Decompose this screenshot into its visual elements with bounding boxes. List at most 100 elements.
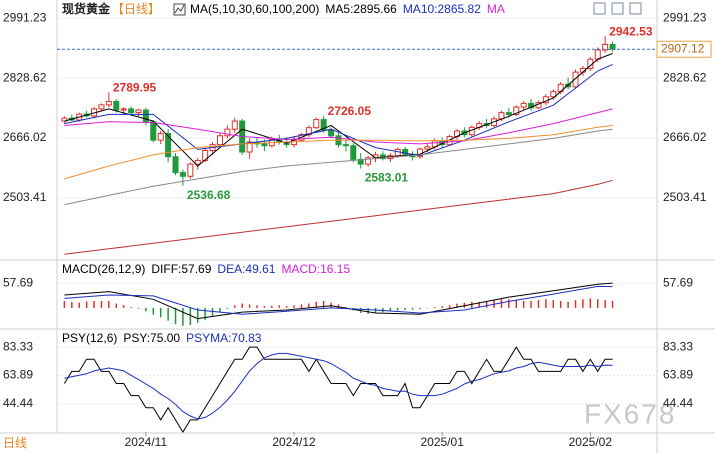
y-tick-label: 83.33 xyxy=(3,339,33,353)
macd-bar xyxy=(434,307,436,308)
macd-bar xyxy=(574,300,577,308)
macd-bar xyxy=(508,299,510,308)
candle-body xyxy=(172,156,179,174)
x-tick-label: 2025/01 xyxy=(420,435,464,449)
macd-bar xyxy=(234,305,236,308)
candle-body xyxy=(187,163,194,177)
macd-bar xyxy=(271,305,273,308)
candle-body xyxy=(261,143,268,147)
series-line xyxy=(64,53,613,167)
candle-body xyxy=(365,157,372,165)
chart-title: 现货黄金 xyxy=(62,1,111,16)
x-tick-label: 2025/02 xyxy=(569,435,613,449)
y-tick-label: 2666.02 xyxy=(3,130,47,144)
macd-bar xyxy=(130,307,132,308)
macd-bar xyxy=(204,307,206,320)
toolbar-button[interactable] xyxy=(629,2,642,15)
y-tick-label-right: 44.44 xyxy=(663,396,693,410)
annotation: 2726.05 xyxy=(328,104,372,118)
macd-bar xyxy=(248,304,251,308)
y-tick-label: 44.44 xyxy=(3,396,33,410)
macd-bar xyxy=(419,307,421,310)
macd-bar xyxy=(137,307,140,309)
candle-body xyxy=(320,119,327,131)
legend-item: MA(5,10,30,60,100,200) xyxy=(190,2,319,16)
toolbar-button[interactable] xyxy=(593,2,606,15)
footer-period[interactable]: 日线 xyxy=(3,436,27,450)
macd-bar xyxy=(456,303,458,308)
macd-bar xyxy=(115,303,118,308)
legend-item: MA5:2895.66 xyxy=(325,2,397,16)
series-line xyxy=(64,179,613,255)
macd-bar xyxy=(300,304,303,308)
candle-body xyxy=(194,159,201,165)
macd-bar xyxy=(367,307,369,314)
ma-icon-line xyxy=(174,4,185,14)
macd-bar xyxy=(396,307,399,311)
macd-bar xyxy=(545,299,547,308)
macd-bar xyxy=(100,301,103,308)
macd-bar xyxy=(552,300,555,308)
candle-body xyxy=(128,108,135,114)
y-tick-label: 2991.23 xyxy=(3,10,47,24)
candle-body xyxy=(120,108,127,111)
candle-body xyxy=(328,129,335,137)
macd-bar xyxy=(337,304,340,308)
toolbar xyxy=(593,2,642,15)
candle-body xyxy=(602,43,609,51)
series-line xyxy=(64,282,613,320)
candle-body xyxy=(313,119,320,129)
y-tick-label-right: 2828.62 xyxy=(663,70,707,84)
macd-bar xyxy=(315,301,318,308)
macd-bar xyxy=(189,307,192,325)
series-line xyxy=(64,285,613,315)
macd-bar xyxy=(308,303,310,308)
macd-bar xyxy=(345,307,347,308)
macd-bar xyxy=(441,306,443,308)
series-line xyxy=(64,63,613,157)
macd-bar xyxy=(256,305,258,308)
macd-bar xyxy=(471,301,473,308)
period: 【日线】 xyxy=(112,2,160,16)
macd-bar xyxy=(611,300,614,308)
y-tick-label-right: 83.33 xyxy=(663,339,693,353)
candle-body xyxy=(594,49,601,60)
macd-bar xyxy=(278,305,280,308)
macd-bar xyxy=(174,307,177,325)
macd-bar xyxy=(78,302,80,308)
macd-bar xyxy=(159,307,162,318)
annotation: 2789.95 xyxy=(113,81,157,95)
candle-body xyxy=(142,109,149,123)
macd-bar xyxy=(241,303,243,308)
y-tick-label-right: 2503.41 xyxy=(663,190,707,204)
candle-body xyxy=(150,121,157,141)
macd-bar xyxy=(152,307,155,315)
series-line xyxy=(64,125,613,180)
macd-bar xyxy=(196,307,199,323)
toolbar-button[interactable] xyxy=(611,2,624,15)
macd-bar xyxy=(582,299,584,308)
x-tick-label: 2024/11 xyxy=(125,435,168,449)
legend-item: MACD:16.15 xyxy=(281,262,350,276)
candle-body xyxy=(424,146,431,150)
macd-bar xyxy=(85,301,88,308)
series-line xyxy=(63,346,613,433)
macd-bar xyxy=(182,307,184,326)
macd-bar xyxy=(589,298,592,308)
candle-body xyxy=(246,141,253,153)
macd-bar xyxy=(567,301,569,308)
last-price-label: 2907.12 xyxy=(661,41,705,55)
candle-body xyxy=(157,133,164,141)
y-tick-label-right: 2666.02 xyxy=(663,130,707,144)
annotation: 2942.53 xyxy=(609,24,653,38)
candle-body xyxy=(179,172,186,177)
macd-bar xyxy=(108,301,110,308)
macd-bar xyxy=(596,299,599,308)
macd-bar xyxy=(293,305,295,308)
macd-bar xyxy=(604,300,606,308)
y-tick-label: 2503.41 xyxy=(3,190,47,204)
macd-bar xyxy=(167,307,169,321)
macd-bar xyxy=(211,307,214,317)
last-price-box xyxy=(656,40,712,58)
